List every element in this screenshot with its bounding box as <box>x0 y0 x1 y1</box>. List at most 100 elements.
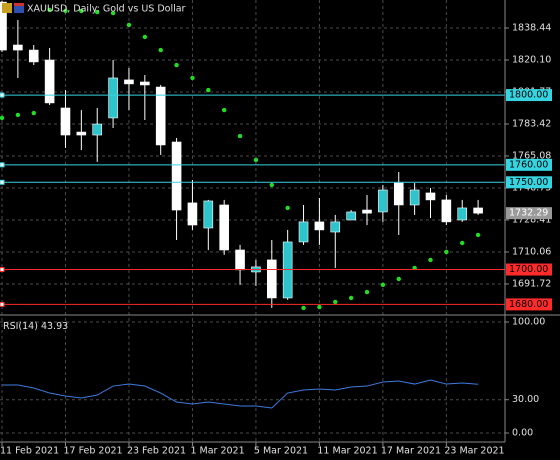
candle-body <box>346 211 356 221</box>
last-price-label: 1732.29 <box>509 208 548 219</box>
sar-dot <box>269 182 274 188</box>
sar-dot <box>47 7 52 13</box>
sar-dot <box>428 257 433 263</box>
flag-icon <box>14 3 24 13</box>
sar-dot <box>0 115 5 121</box>
main-panel <box>0 0 505 311</box>
chart-title: XAUUSD, Daily: Gold vs US Dollar <box>27 4 186 15</box>
candle-body <box>76 131 87 136</box>
level-tag <box>506 158 552 171</box>
rsi-name: RSI(14) <box>3 321 38 332</box>
candle-body <box>473 207 483 214</box>
y-tick-label: 0.00 <box>512 428 533 439</box>
candle-body <box>235 249 245 271</box>
x-tick-label: 23 Feb 2021 <box>127 446 186 457</box>
candle-body <box>330 221 341 233</box>
candle-body <box>298 221 309 243</box>
x-tick-label: 17 Feb 2021 <box>63 446 122 457</box>
level-marker <box>0 92 5 98</box>
sar-dot <box>206 87 211 93</box>
level-marker <box>0 267 5 273</box>
candle-body <box>28 49 39 63</box>
candle-body <box>378 189 388 213</box>
y-tick-label: 100.00 <box>512 316 545 327</box>
candle-body <box>108 77 118 119</box>
level-tag <box>506 89 552 102</box>
level-tag <box>506 298 552 311</box>
candle-body <box>124 79 134 85</box>
candle-body <box>425 192 436 201</box>
sar-dot <box>460 240 465 246</box>
sar-dot <box>301 305 306 311</box>
x-tick-label: 5 Mar 2021 <box>254 446 308 457</box>
sar-dot <box>110 10 116 16</box>
sar-dot <box>444 249 449 255</box>
y-tick-label: 1820.10 <box>512 55 551 66</box>
header: XAUUSD, Daily: Gold vs US Dollar <box>2 3 186 15</box>
y-tick-label: 1728.41 <box>512 214 551 225</box>
sar-dot <box>237 133 243 139</box>
sar-dot <box>364 289 370 295</box>
rsi-panel <box>2 379 479 409</box>
candle-body <box>441 199 452 223</box>
candle-body <box>140 81 150 86</box>
candle-body <box>362 209 372 214</box>
axis-layer: 1838.441820.101801.771783.421765.081746.… <box>0 23 552 457</box>
y-tick-label: 1838.44 <box>512 23 551 34</box>
sar-dot <box>221 107 227 113</box>
sar-dot <box>380 282 386 288</box>
x-tick-label: 11 Feb 2021 <box>0 446 59 457</box>
sar-dot <box>126 22 132 28</box>
flag-icon-stripe <box>14 3 24 6</box>
candle-body <box>187 202 198 226</box>
candle-body <box>219 204 229 251</box>
y-tick-label: 1691.72 <box>512 278 551 289</box>
x-tick-label: 17 Mar 2021 <box>381 446 441 457</box>
sar-dot <box>475 232 481 238</box>
level-tag <box>506 263 552 276</box>
candle-body <box>393 182 404 206</box>
candle-body <box>266 259 277 299</box>
level-tag <box>506 176 552 189</box>
rsi-label: RSI(14) 43.93 <box>3 321 68 332</box>
sar-dot <box>333 299 338 305</box>
candle-body <box>457 207 468 221</box>
sar-dot <box>15 112 21 118</box>
level-label: 1680.00 <box>509 299 548 310</box>
candle-body <box>92 123 103 136</box>
candle-body <box>44 59 55 104</box>
level-label: 1800.00 <box>509 90 548 101</box>
sar-dot <box>63 8 68 14</box>
level-marker <box>0 162 5 168</box>
sar-dot <box>285 205 290 211</box>
x-tick-label: 23 Mar 2021 <box>444 446 504 457</box>
y-tick-label: 1710.06 <box>512 246 551 257</box>
rsi-value: 43.93 <box>41 321 68 332</box>
candle-body <box>203 200 214 229</box>
symbol-icon <box>2 3 12 13</box>
x-tick-label: 1 Mar 2021 <box>190 446 244 457</box>
y-tick-label: 1783.42 <box>512 118 551 129</box>
y-tick-label: 30.00 <box>512 394 539 405</box>
sar-dot <box>348 295 354 301</box>
level-label: 1700.00 <box>509 264 548 275</box>
y-tick-label: 1765.08 <box>512 150 551 161</box>
sar-dot <box>79 8 84 14</box>
candle-body <box>155 86 166 146</box>
level-label: 1760.00 <box>509 159 548 170</box>
sar-dot <box>95 9 100 15</box>
sar-dot <box>253 157 259 163</box>
sar-dot <box>142 34 148 40</box>
level-marker <box>0 179 5 185</box>
candle-body <box>60 107 71 136</box>
sar-dot <box>396 276 401 282</box>
candle-body <box>314 221 325 231</box>
sar-dot <box>317 304 322 310</box>
sar-dot <box>158 47 163 53</box>
rsi-line <box>2 379 479 409</box>
candle-body <box>171 141 182 211</box>
level-marker <box>0 301 5 307</box>
sar-dot <box>190 75 195 81</box>
